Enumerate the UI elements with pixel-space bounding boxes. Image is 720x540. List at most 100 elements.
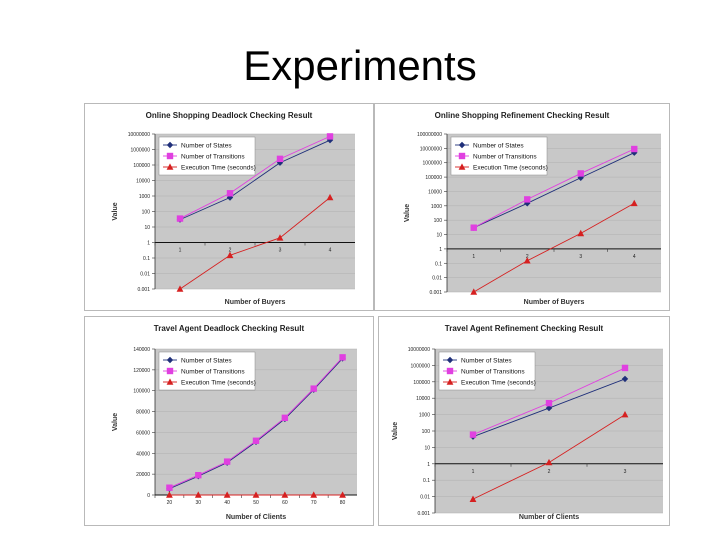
y-tick-label: 60000 (136, 430, 150, 436)
x-tick-label: 3 (279, 248, 282, 254)
y-tick-label: 1000000 (131, 148, 151, 154)
legend: Number of States Number of Transitions Exe… (158, 351, 256, 391)
legend-label: Execution Time (seconds) (181, 379, 256, 386)
data-point (630, 199, 638, 207)
data-point (631, 149, 638, 156)
y-tick-label: 0.001 (137, 287, 150, 293)
legend-marker (458, 152, 466, 160)
y-tick-label: 10 (144, 225, 150, 231)
x-tick-label: 1 (472, 469, 475, 475)
y-tick-label: 1 (147, 241, 150, 247)
legend-marker (166, 367, 174, 375)
data-point (176, 285, 184, 292)
legend-marker (446, 378, 454, 385)
y-tick-label: 0.1 (143, 256, 150, 262)
data-point (621, 364, 629, 372)
data-point (226, 190, 234, 197)
data-point (223, 458, 231, 465)
data-point (577, 229, 585, 237)
x-axis-title: Number of Clients (519, 514, 579, 521)
series-1 (166, 354, 346, 491)
legend-marker (446, 356, 454, 364)
x-tick-label: 2 (548, 469, 551, 475)
x-tick-label: 3 (579, 254, 582, 260)
x-tick-label: 4 (329, 248, 332, 254)
series-line (473, 202, 635, 293)
chart-title: Online Shopping Refinement Checking Resu… (435, 111, 610, 120)
y-tick-label: 100 (142, 210, 151, 216)
series-1 (470, 145, 638, 231)
chart-online-shopping-refinement: Online Shopping Refinement Checking Resu… (404, 111, 661, 306)
chart-travel-agent-refinement: Travel Agent Refinement Checking Result 1… (392, 324, 663, 521)
y-tick-label: 120000 (133, 368, 150, 374)
legend-label: Execution Time (seconds) (181, 164, 256, 171)
x-axis-title: Number of Buyers (225, 299, 286, 306)
y-tick-label: 0.1 (435, 261, 442, 267)
legend-marker (458, 163, 466, 170)
y-tick-label: 10 (424, 445, 430, 451)
chart-panel-travel-agent-deadlock: Travel Agent Deadlock Checking Result 140… (84, 316, 374, 526)
series-2 (166, 491, 346, 498)
x-tick-label: 1 (179, 248, 182, 254)
y-tick-label: 1000 (431, 204, 442, 210)
x-tick-label: 30 (196, 500, 202, 506)
y-tick-label: 0.1 (423, 478, 430, 484)
legend-label: Number of States (461, 357, 512, 364)
data-point (276, 159, 284, 166)
data-point (226, 194, 234, 201)
data-point (545, 458, 553, 466)
chart-panel-online-shopping-refinement: Online Shopping Refinement Checking Resu… (374, 103, 670, 311)
legend-label: Number of Transitions (461, 368, 525, 375)
y-tick-label: 20000 (136, 472, 150, 478)
y-tick-label: 100000 (425, 175, 442, 181)
y-tick-label: 10000000 (128, 132, 150, 138)
data-point (226, 251, 234, 259)
legend-label: Number of Transitions (473, 153, 537, 160)
x-tick-label: 3 (624, 469, 627, 475)
x-tick-label: 80 (340, 500, 346, 506)
chart-title: Online Shopping Deadlock Checking Result (146, 111, 313, 120)
chart-title: Travel Agent Refinement Checking Result (445, 324, 604, 333)
data-point (252, 437, 260, 444)
chart-online-shopping-deadlock: Online Shopping Deadlock Checking Result… (112, 111, 355, 306)
chart-panel-travel-agent-refinement: Travel Agent Refinement Checking Result 1… (378, 316, 670, 526)
data-point (276, 155, 284, 163)
data-point (223, 491, 231, 498)
y-tick-label: 100000 (413, 380, 430, 386)
series-2 (470, 199, 638, 295)
data-point (470, 288, 478, 295)
y-tick-label: 1000000 (411, 363, 431, 369)
data-point (469, 431, 477, 438)
data-point (310, 491, 318, 498)
data-point (545, 399, 553, 407)
y-tick-label: 10 (436, 233, 442, 239)
data-point (176, 215, 184, 222)
series-1 (176, 133, 334, 222)
data-point (524, 200, 531, 207)
data-point (166, 491, 173, 498)
data-point (524, 196, 531, 203)
legend-marker (166, 163, 174, 170)
data-point (621, 411, 629, 418)
legend-marker (166, 378, 174, 385)
y-tick-label: 0.01 (420, 495, 430, 501)
data-point (326, 133, 334, 140)
y-tick-label: 100000 (133, 163, 150, 169)
y-axis-title: Value (392, 422, 399, 440)
chart-travel-agent-deadlock: Travel Agent Deadlock Checking Result 140… (112, 324, 357, 521)
data-point (577, 170, 584, 177)
series-2 (176, 193, 334, 292)
y-tick-label: 1 (427, 462, 430, 468)
y-tick-label: 10000 (428, 189, 442, 195)
data-point (631, 145, 638, 153)
y-axis-title: Value (112, 413, 119, 431)
data-point (469, 495, 477, 502)
legend-label: Number of States (181, 142, 232, 149)
x-tick-label: 50 (253, 500, 259, 506)
data-point (326, 136, 334, 144)
x-axis-title: Number of Clients (226, 514, 286, 521)
data-point (523, 257, 531, 264)
legend-marker (446, 367, 454, 375)
legend: Number of States Number of Transitions Exe… (158, 136, 256, 176)
data-point (281, 491, 289, 498)
